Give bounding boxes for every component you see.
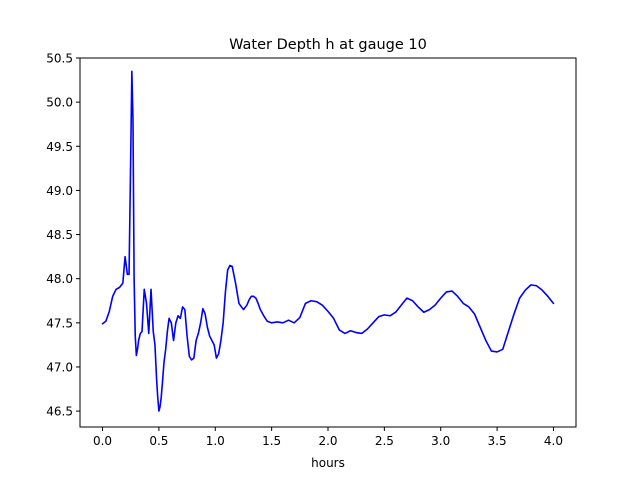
y-tick-label: 47.5 bbox=[46, 316, 73, 330]
x-tick-label: 1.5 bbox=[262, 434, 281, 448]
y-tick-label: 50.0 bbox=[46, 96, 73, 110]
y-tick-label: 50.5 bbox=[46, 52, 73, 66]
y-axis-ticks: 46.5 47.0 47.5 48.0 48.5 49.0 49.5 50.0 50.5 bbox=[46, 52, 80, 419]
x-tick-label: 2.0 bbox=[318, 434, 337, 448]
y-tick-label: 49.0 bbox=[46, 184, 73, 198]
y-tick-label: 48.0 bbox=[46, 272, 73, 286]
y-tick-label: 47.0 bbox=[46, 360, 73, 374]
x-tick-label: 3.0 bbox=[431, 434, 450, 448]
x-axis-ticks: 0.0 0.5 1.0 1.5 2.0 2.5 3.0 3.5 4.0 bbox=[93, 427, 563, 448]
x-axis-label: hours bbox=[311, 456, 345, 470]
x-tick-label: 1.0 bbox=[206, 434, 225, 448]
y-tick-label: 46.5 bbox=[46, 405, 73, 419]
chart-title: Water Depth h at gauge 10 bbox=[229, 37, 427, 53]
series-line-0 bbox=[101, 70, 555, 412]
x-tick-label: 0.5 bbox=[149, 434, 168, 448]
x-tick-label: 2.5 bbox=[375, 434, 394, 448]
axes-frame bbox=[79, 57, 577, 428]
x-tick-label: 3.5 bbox=[488, 434, 507, 448]
plot-area bbox=[101, 70, 555, 412]
y-tick-label: 48.5 bbox=[46, 228, 73, 242]
x-tick-label: 0.0 bbox=[93, 434, 112, 448]
x-tick-label: 4.0 bbox=[544, 434, 563, 448]
y-tick-label: 49.5 bbox=[46, 140, 73, 154]
